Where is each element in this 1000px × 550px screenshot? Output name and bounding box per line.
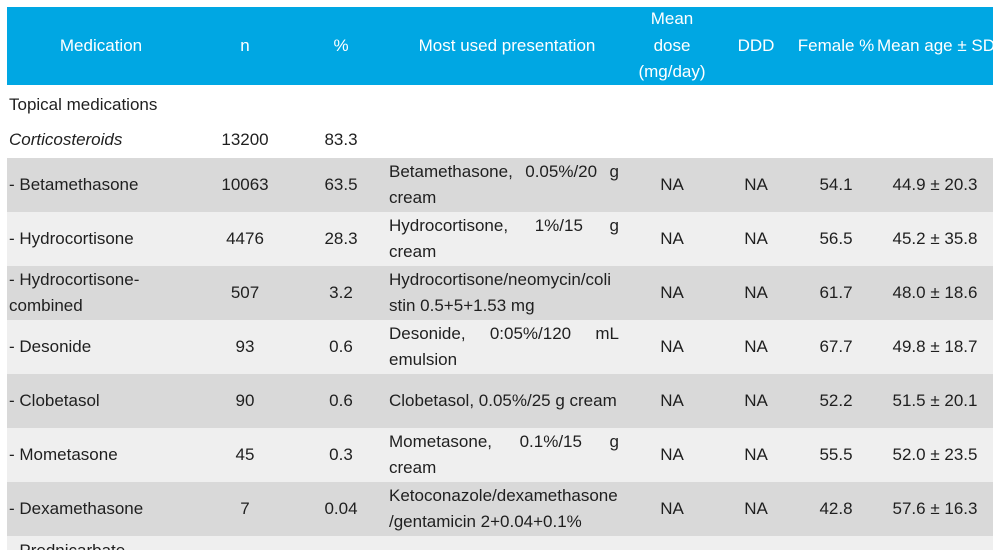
table-row: Corticosteroids 13200 83.3 [7, 122, 993, 158]
cell-mean_dose [627, 536, 717, 538]
cell-female_pct: 55.5 [819, 444, 853, 464]
table-header-cell-mean_age: Mean age ± SD (years) [877, 35, 1000, 55]
cell-mean_age: 49.8 ± 18.7 [892, 336, 978, 356]
cell-n [195, 536, 295, 538]
table-row: - Mometasone 45 0.3 Mometasone, 0.1%/15 g c… [7, 428, 993, 482]
cell-medication: - Clobetasol [9, 390, 100, 410]
cell-mean_dose: NA [660, 174, 684, 194]
cell-medication: - Desonide [9, 336, 92, 356]
cell-n: 13200 [221, 129, 269, 149]
table-header-cell-medication: Medication [59, 35, 143, 55]
cell-female_pct: 54.1 [819, 174, 853, 194]
cell-medication: - Prednicarbate - [7, 536, 195, 550]
table-header-cell-mean_dose: Mean dose (mg/day) [638, 9, 706, 82]
cell-pct: 0.04 [324, 498, 358, 518]
table-header-row: Medication n% Most used presentation Mean d… [7, 7, 1000, 85]
cell-presentation: Hydrocortisone, 1%/15 g cream [389, 215, 619, 261]
cell-medication: - Betamethasone [9, 174, 139, 194]
cell-pct: 28.3 [324, 228, 358, 248]
cell-presentation: Hydrocortisone/neomycin/colistin 0.5+5+1… [389, 269, 612, 315]
cell-medication: - Mometasone [9, 444, 118, 464]
cell-presentation: Desonide, 0:05%/120 mL emulsion [389, 323, 619, 369]
cell-ddd: NA [744, 498, 768, 518]
table-header-cell-presentation: Most used presentation [418, 35, 596, 55]
cell-mean_age: 52.0 ± 23.5 [892, 444, 978, 464]
cell-female_pct: 52.2 [819, 390, 853, 410]
cell-mean_age: 48.0 ± 18.6 [892, 282, 978, 302]
cell-presentation: Mometasone, 0.1%/15 g cream [389, 431, 619, 477]
cell-female_pct: 61.7 [819, 282, 853, 302]
cell-pct: 0.6 [329, 336, 353, 356]
table-header-cell-female_pct: Female % [797, 35, 875, 55]
cell-ddd: NA [744, 444, 768, 464]
cell-mean_age: 45.2 ± 35.8 [892, 228, 978, 248]
cell-n: 7 [240, 498, 250, 518]
medications-table: Medication n% Most used presentation Mean d… [7, 7, 1000, 550]
cell-pct: 0.6 [329, 390, 353, 410]
cell-mean_age: 57.6 ± 16.3 [892, 498, 978, 518]
cell-medication: Topical medications [9, 94, 158, 114]
table-header-cell-pct: % [333, 35, 349, 55]
cell-female_pct [795, 536, 877, 538]
cell-medication: - Dexamethasone [9, 498, 144, 518]
cell-pct: 3.2 [329, 282, 353, 302]
cell-presentation: Clobetasol, 0.05%/25 g cream [389, 390, 617, 410]
cell-pct: 63.5 [324, 174, 358, 194]
table-row: - Clobetasol 90 0.6 Clobetasol, 0.05%/25 g … [7, 374, 993, 428]
cell-pct [295, 536, 387, 538]
cell-ddd: NA [744, 336, 768, 356]
cell-n: 10063 [221, 174, 269, 194]
table-row: - Desonide 93 0.6 Desonide, 0:05%/120 mL em… [7, 320, 993, 374]
table-row: - Hydrocortisone 4476 28.3 Hydrocortisone, … [7, 212, 993, 266]
table-header-cell-ddd: DDD [737, 35, 775, 55]
cell-mean_dose: NA [660, 336, 684, 356]
cell-ddd: NA [744, 174, 768, 194]
cell-presentation: Betamethasone, 0.05%/20 g cream [389, 161, 619, 207]
cell-presentation: Ketoconazole/dexamethasone/gentamicin 2+… [389, 485, 618, 531]
cell-mean_dose: NA [660, 390, 684, 410]
cell-ddd: NA [744, 282, 768, 302]
cell-n: 45 [235, 444, 255, 464]
cell-ddd: NA [744, 228, 768, 248]
table-body: Topical medications Corticosteroids 13200 8… [7, 88, 993, 550]
cell-n: 507 [230, 282, 260, 302]
cell-medication: Corticosteroids [9, 129, 123, 149]
table-row: - Prednicarbate - [7, 536, 993, 550]
cell-medication: - Hydrocortisone-combined [9, 269, 140, 315]
cell-mean_age: 44.9 ± 20.3 [892, 174, 978, 194]
cell-female_pct: 42.8 [819, 498, 853, 518]
cell-pct: 83.3 [324, 129, 358, 149]
cell-n: 4476 [226, 228, 264, 248]
cell-presentation [387, 536, 627, 538]
cell-medication: - Hydrocortisone [9, 228, 134, 248]
cell-mean_dose: NA [660, 444, 684, 464]
cell-pct: 0.3 [329, 444, 353, 464]
cell-n: 93 [235, 336, 255, 356]
cell-female_pct: 67.7 [819, 336, 853, 356]
table-header-cell-n: n [240, 35, 250, 55]
cell-n: 90 [235, 390, 255, 410]
cell-mean_age [877, 536, 993, 538]
cell-ddd [717, 536, 795, 538]
table-row: - Dexamethasone 7 0.04 Ketoconazole/dexamet… [7, 482, 993, 536]
table-row: - Hydrocortisone-combined 507 3.2 Hydrocort… [7, 266, 993, 320]
cell-ddd: NA [744, 390, 768, 410]
cell-mean_age: 51.5 ± 20.1 [892, 390, 978, 410]
table-row: - Betamethasone 10063 63.5 Betamethasone, 0… [7, 158, 993, 212]
cell-mean_dose: NA [660, 228, 684, 248]
cell-mean_dose: NA [660, 498, 684, 518]
cell-mean_dose: NA [660, 282, 684, 302]
cell-female_pct: 56.5 [819, 228, 853, 248]
table-row: Topical medications [7, 88, 993, 122]
